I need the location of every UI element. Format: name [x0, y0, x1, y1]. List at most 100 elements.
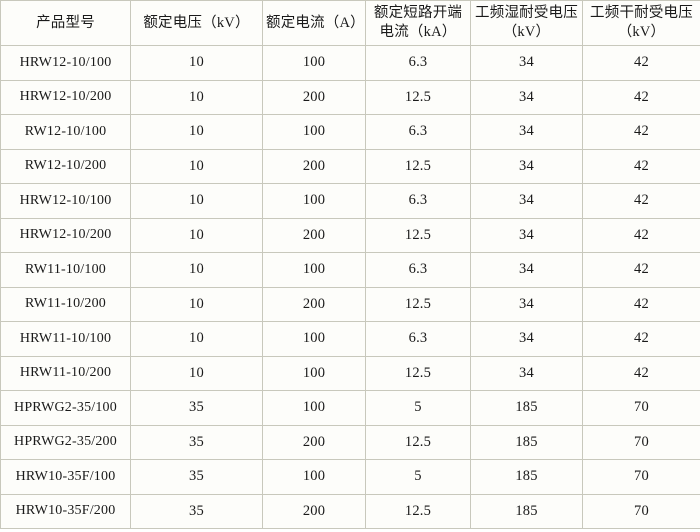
table-row: RW11-10/100 10 100 6.3 34 42: [0, 252, 700, 288]
cell-rated-voltage: 35: [130, 459, 263, 495]
table-row: RW12-10/200 10 200 12.5 34 42: [0, 148, 700, 184]
cell-dry-withstand-voltage: 70: [582, 390, 700, 426]
table-row: RW12-10/100 10 100 6.3 34 42: [0, 114, 700, 150]
cell-model: HRW12-10/200: [0, 79, 131, 115]
cell-rated-current: 100: [262, 114, 366, 150]
cell-rated-current: 100: [262, 252, 366, 288]
cell-rated-voltage: 35: [130, 390, 263, 426]
cell-rated-voltage: 10: [130, 45, 263, 81]
cell-rated-current: 200: [262, 148, 366, 184]
cell-wet-withstand-voltage: 34: [470, 183, 583, 219]
cell-wet-withstand-voltage: 185: [470, 459, 583, 495]
cell-short-circuit-breaking-current: 5: [365, 459, 471, 495]
cell-dry-withstand-voltage: 42: [582, 183, 700, 219]
cell-wet-withstand-voltage: 34: [470, 114, 583, 150]
cell-wet-withstand-voltage: 34: [470, 217, 583, 253]
cell-short-circuit-breaking-current: 6.3: [365, 183, 471, 219]
cell-short-circuit-breaking-current: 12.5: [365, 286, 471, 322]
cell-short-circuit-breaking-current: 6.3: [365, 114, 471, 150]
table-body: HRW12-10/100 10 100 6.3 34 42 HRW12-10/200 10 20…: [0, 45, 700, 529]
cell-model: HRW11-10/100: [0, 321, 131, 357]
cell-model: RW11-10/100: [0, 252, 131, 288]
column-header-wet-withstand-voltage: 工频湿耐受电压（kV）: [470, 0, 583, 46]
table-row: HRW12-10/100 10 100 6.3 34 42: [0, 45, 700, 81]
cell-wet-withstand-voltage: 34: [470, 321, 583, 357]
cell-rated-voltage: 35: [130, 493, 263, 529]
cell-wet-withstand-voltage: 34: [470, 355, 583, 391]
cell-short-circuit-breaking-current: 6.3: [365, 45, 471, 81]
cell-rated-current: 100: [262, 45, 366, 81]
cell-model: HRW10-35F/100: [0, 459, 131, 495]
cell-rated-current: 100: [262, 390, 366, 426]
cell-wet-withstand-voltage: 34: [470, 286, 583, 322]
cell-model: HRW12-10/200: [0, 217, 131, 253]
cell-dry-withstand-voltage: 42: [582, 148, 700, 184]
cell-rated-voltage: 10: [130, 355, 263, 391]
cell-model: HRW12-10/100: [0, 183, 131, 219]
cell-model: HRW12-10/100: [0, 45, 131, 81]
table-row: RW11-10/200 10 200 12.5 34 42: [0, 286, 700, 322]
cell-dry-withstand-voltage: 42: [582, 355, 700, 391]
table-row: HRW10-35F/100 35 100 5 185 70: [0, 459, 700, 495]
cell-rated-voltage: 10: [130, 286, 263, 322]
cell-dry-withstand-voltage: 42: [582, 286, 700, 322]
cell-dry-withstand-voltage: 42: [582, 45, 700, 81]
table-row: HRW12-10/200 10 200 12.5 34 42: [0, 217, 700, 253]
cell-rated-voltage: 10: [130, 79, 263, 115]
cell-short-circuit-breaking-current: 12.5: [365, 148, 471, 184]
cell-rated-voltage: 10: [130, 217, 263, 253]
cell-rated-current: 100: [262, 183, 366, 219]
cell-wet-withstand-voltage: 185: [470, 493, 583, 529]
cell-model: HRW11-10/200: [0, 355, 131, 391]
cell-rated-voltage: 10: [130, 321, 263, 357]
table-row: HRW12-10/200 10 200 12.5 34 42: [0, 79, 700, 115]
cell-rated-current: 100: [262, 321, 366, 357]
cell-rated-current: 200: [262, 493, 366, 529]
column-header-rated-current: 额定电流（A）: [262, 0, 366, 46]
cell-model: RW11-10/200: [0, 286, 131, 322]
cell-wet-withstand-voltage: 34: [470, 79, 583, 115]
cell-wet-withstand-voltage: 185: [470, 424, 583, 460]
cell-rated-current: 100: [262, 459, 366, 495]
cell-rated-voltage: 10: [130, 114, 263, 150]
cell-model: HPRWG2-35/200: [0, 424, 131, 460]
cell-rated-voltage: 10: [130, 252, 263, 288]
cell-wet-withstand-voltage: 185: [470, 390, 583, 426]
cell-dry-withstand-voltage: 70: [582, 424, 700, 460]
cell-short-circuit-breaking-current: 12.5: [365, 424, 471, 460]
cell-short-circuit-breaking-current: 12.5: [365, 493, 471, 529]
cell-short-circuit-breaking-current: 12.5: [365, 355, 471, 391]
cell-dry-withstand-voltage: 42: [582, 252, 700, 288]
cell-rated-voltage: 10: [130, 183, 263, 219]
cell-rated-current: 200: [262, 217, 366, 253]
cell-dry-withstand-voltage: 42: [582, 217, 700, 253]
table-row: HRW11-10/100 10 100 6.3 34 42: [0, 321, 700, 357]
cell-wet-withstand-voltage: 34: [470, 252, 583, 288]
cell-model: RW12-10/100: [0, 114, 131, 150]
table-header-row: 产品型号 额定电压（kV） 额定电流（A） 额定短路开端电流（kA） 工频湿耐受…: [0, 0, 700, 46]
table-row: HRW12-10/100 10 100 6.3 34 42: [0, 183, 700, 219]
table-row: HRW10-35F/200 35 200 12.5 185 70: [0, 493, 700, 529]
cell-rated-voltage: 10: [130, 148, 263, 184]
cell-dry-withstand-voltage: 70: [582, 493, 700, 529]
cell-short-circuit-breaking-current: 6.3: [365, 321, 471, 357]
cell-rated-current: 200: [262, 79, 366, 115]
cell-short-circuit-breaking-current: 6.3: [365, 252, 471, 288]
table-header: 产品型号 额定电压（kV） 额定电流（A） 额定短路开端电流（kA） 工频湿耐受…: [0, 0, 700, 46]
cell-wet-withstand-voltage: 34: [470, 148, 583, 184]
cell-dry-withstand-voltage: 42: [582, 79, 700, 115]
cell-rated-voltage: 35: [130, 424, 263, 460]
cell-model: RW12-10/200: [0, 148, 131, 184]
column-header-rated-voltage: 额定电压（kV）: [130, 0, 263, 46]
cell-dry-withstand-voltage: 42: [582, 114, 700, 150]
table-row: HPRWG2-35/100 35 100 5 185 70: [0, 390, 700, 426]
column-header-short-circuit-breaking-current: 额定短路开端电流（kA）: [365, 0, 471, 46]
column-header-dry-withstand-voltage: 工频干耐受电压（kV）: [582, 0, 700, 46]
cell-rated-current: 100: [262, 355, 366, 391]
table-row: HRW11-10/200 10 100 12.5 34 42: [0, 355, 700, 391]
cell-dry-withstand-voltage: 70: [582, 459, 700, 495]
cell-model: HPRWG2-35/100: [0, 390, 131, 426]
cell-short-circuit-breaking-current: 12.5: [365, 217, 471, 253]
column-header-model: 产品型号: [0, 0, 131, 46]
table-row: HPRWG2-35/200 35 200 12.5 185 70: [0, 424, 700, 460]
